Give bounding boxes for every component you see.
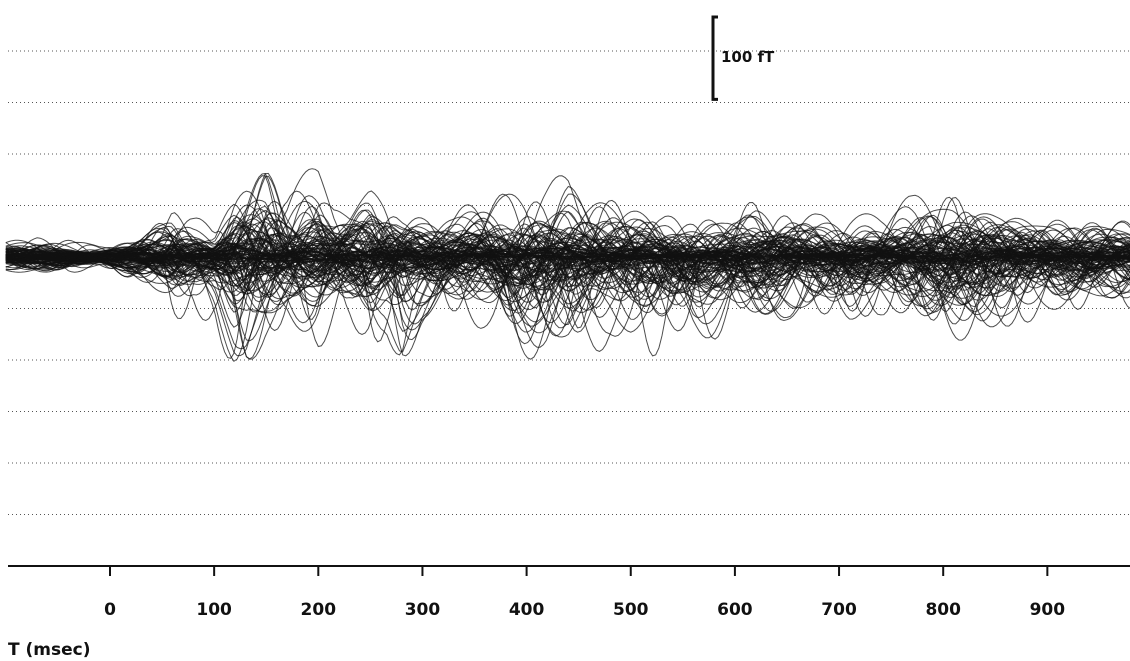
x-tick-label: 0 — [104, 600, 116, 620]
scale-bar: 100 fT — [711, 15, 775, 101]
channel-trace — [5, 224, 1130, 342]
channel-trace — [5, 218, 1130, 304]
channel-trace — [5, 248, 1130, 357]
x-tick-label: 200 — [301, 600, 337, 620]
x-ticks: 0 100 200 300 400 500 600 700 800 900 — [104, 566, 1065, 620]
channel-trace — [5, 190, 1130, 265]
scale-bar-bracket — [711, 15, 718, 101]
x-axis: 0 100 200 300 400 500 600 700 800 900 — [8, 565, 1130, 620]
x-tick-label: 300 — [405, 600, 441, 620]
scale-bar-label: 100 fT — [721, 48, 775, 66]
x-tick-label: 400 — [509, 600, 545, 620]
x-tick-label: 700 — [821, 600, 857, 620]
x-axis-title: T (msec) — [8, 640, 91, 660]
x-tick-label: 100 — [196, 600, 232, 620]
x-tick-label: 600 — [717, 600, 753, 620]
channel-trace — [5, 214, 1130, 288]
x-tick-label: 500 — [613, 600, 649, 620]
waveform-traces — [5, 168, 1130, 363]
channel-trace — [5, 253, 1130, 337]
x-tick-label: 900 — [1030, 600, 1066, 620]
channel-trace — [5, 190, 1130, 271]
channel-trace — [5, 228, 1130, 302]
channel-trace — [5, 250, 1130, 295]
channel-trace — [5, 175, 1130, 285]
channel-trace — [5, 215, 1130, 306]
channel-trace — [5, 193, 1130, 287]
x-tick-label: 800 — [925, 600, 961, 620]
channel-trace — [5, 235, 1130, 334]
